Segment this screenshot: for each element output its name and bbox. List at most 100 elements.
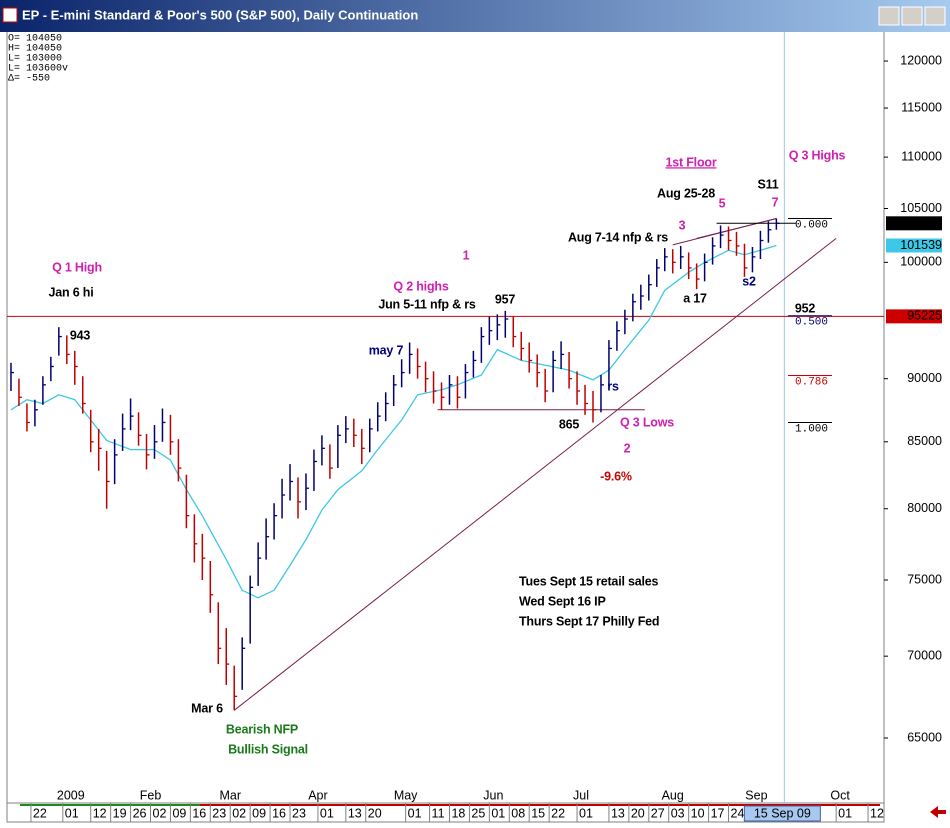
x-tick-label: 09 <box>252 806 266 820</box>
y-tick-label: 120000 <box>900 53 942 67</box>
annotation: Aug 25-28 <box>657 186 715 200</box>
x-tick-label: 09 <box>172 806 186 820</box>
scroll-arrow[interactable] <box>930 806 946 818</box>
level-value-label: 95225 <box>907 309 942 323</box>
x-tick-label: 10 <box>691 806 705 820</box>
y-tick-label: 75000 <box>907 572 942 586</box>
month-label: Jul <box>573 788 589 802</box>
y-tick-label: 110000 <box>901 149 942 163</box>
fib-label: 0.000 <box>795 219 828 231</box>
annotation: S11 <box>758 177 779 191</box>
annotation: Tues Sept 15 retail sales <box>519 574 659 588</box>
x-tick-label: 13 <box>348 806 362 820</box>
x-tick-label: 17 <box>711 806 725 820</box>
y-tick-label: 80000 <box>907 501 942 515</box>
x-tick-label: 08 <box>511 806 525 820</box>
month-label: May <box>394 788 418 802</box>
x-tick-label: 18 <box>451 806 465 820</box>
x-tick-label: 13 <box>611 806 625 820</box>
x-tick-label: 01 <box>65 806 79 820</box>
annotation: may 7 <box>369 343 404 357</box>
month-label: Jun <box>483 788 503 802</box>
annotation: 952 <box>795 301 816 315</box>
x-tick-label: 01 <box>838 806 852 820</box>
cursor-box <box>743 805 821 822</box>
x-tick-label: 26 <box>133 806 147 820</box>
annotation: Jun 5-11 nfp & rs <box>378 297 476 311</box>
fib-label: 0.500 <box>795 317 828 329</box>
month-label: Mar <box>219 788 241 802</box>
annotation: 865 <box>559 417 580 431</box>
trend-line <box>696 218 777 239</box>
level-value-box <box>886 309 942 324</box>
annotation: 943 <box>70 328 91 342</box>
ma-value-box <box>886 238 942 253</box>
annotation: Bearish NFP <box>226 722 298 736</box>
month-label: Feb <box>140 788 162 802</box>
last-close-label: 103600 <box>900 216 942 230</box>
x-tick-label: 23 <box>292 806 306 820</box>
annotation: Mar 6 <box>191 701 223 715</box>
annotation: 2 <box>624 441 631 455</box>
x-tick-label: 19 <box>113 806 127 820</box>
annotation: Aug 7-14 nfp & rs <box>568 230 668 244</box>
ma-value-label: 101539 <box>900 238 942 252</box>
info-line: O= 104050 <box>8 34 62 45</box>
annotation: Thurs Sept 17 Philly Fed <box>519 614 659 628</box>
close-button[interactable] <box>924 6 946 26</box>
x-tick-label: 20 <box>631 806 645 820</box>
annotation: Q 3 Highs <box>789 148 846 162</box>
annotation: 3 <box>679 218 686 232</box>
info-line: Δ= -550 <box>8 74 50 85</box>
y-tick-label: 105000 <box>900 201 942 215</box>
x-tick-label: 01 <box>491 806 505 820</box>
x-tick-label: 01 <box>408 806 422 820</box>
info-line: L= 103600v <box>8 64 68 75</box>
x-tick-label: 02 <box>153 806 167 820</box>
date-strip <box>6 802 885 823</box>
moving-average <box>10 244 777 599</box>
cursor-label: 15 Sep 09 <box>754 806 811 820</box>
month-label: Sep <box>745 788 767 802</box>
x-tick-label: 23 <box>212 806 226 820</box>
info-line: L= 103000 <box>8 54 62 65</box>
y-tick-label: 100000 <box>900 255 942 269</box>
y-tick-label: 90000 <box>907 371 942 385</box>
y-tick-label: 115000 <box>901 100 942 114</box>
x-tick-label: 16 <box>272 806 286 820</box>
month-label: Aug <box>662 788 684 802</box>
x-tick-label: 25 <box>471 806 485 820</box>
last-close-box <box>886 216 942 231</box>
annotation: Bullish Signal <box>228 742 308 756</box>
annotation: Wed Sept 16 IP <box>519 594 606 608</box>
annotation: 1 <box>463 248 470 262</box>
trend-line <box>233 237 837 711</box>
y-tick-label: 65000 <box>907 730 942 744</box>
x-tick-label: 03 <box>671 806 685 820</box>
maximize-button[interactable] <box>901 6 923 26</box>
x-tick-label: 24 <box>731 806 745 820</box>
minimize-button[interactable] <box>878 6 900 26</box>
annotation: -9.6% <box>600 469 632 483</box>
annotation: 957 <box>495 292 516 306</box>
annotation: 5 <box>719 196 726 210</box>
annotation: 7 <box>772 195 779 209</box>
x-tick-label: 02 <box>232 806 246 820</box>
window-title: EP - E-mini Standard & Poor's 500 (S&P 5… <box>22 7 418 22</box>
x-tick-label: 11 <box>432 806 445 820</box>
annotation: Q 1 High <box>52 260 102 274</box>
info-line: H= 104050 <box>8 44 62 55</box>
x-tick-label: 16 <box>192 806 206 820</box>
annotation: Q 2 highs <box>393 279 448 293</box>
y-tick-label: 85000 <box>907 434 942 448</box>
x-tick-label: 20 <box>368 806 382 820</box>
x-tick-label: 22 <box>33 806 47 820</box>
x-tick-label: 27 <box>651 806 665 820</box>
annotation: Q 3 Lows <box>620 415 674 429</box>
x-tick-label: 15 <box>531 806 545 820</box>
app-icon <box>2 7 18 23</box>
y-tick-label: 70000 <box>907 648 942 662</box>
x-tick-label: 01 <box>320 806 334 820</box>
x-tick-label: 22 <box>551 806 565 820</box>
